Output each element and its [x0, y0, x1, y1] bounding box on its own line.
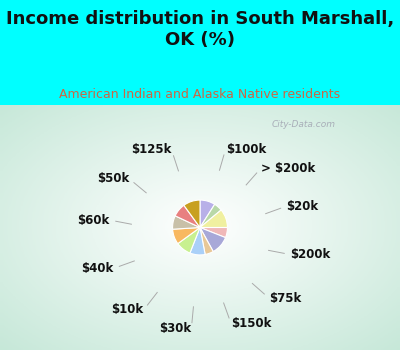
Wedge shape [190, 228, 205, 255]
Text: $200k: $200k [290, 248, 330, 261]
Wedge shape [200, 204, 221, 228]
Wedge shape [200, 210, 228, 228]
Text: $75k: $75k [269, 292, 301, 304]
Text: $60k: $60k [78, 214, 110, 226]
Wedge shape [178, 228, 200, 253]
Text: $20k: $20k [286, 200, 318, 213]
Wedge shape [200, 200, 215, 228]
Text: $10k: $10k [112, 303, 144, 316]
Wedge shape [175, 205, 200, 228]
Text: $100k: $100k [226, 142, 266, 155]
Wedge shape [200, 228, 228, 238]
Wedge shape [200, 228, 226, 252]
Text: $125k: $125k [131, 144, 172, 156]
Text: > $200k: > $200k [261, 162, 315, 175]
Wedge shape [184, 200, 200, 228]
Text: $50k: $50k [97, 172, 129, 185]
Text: American Indian and Alaska Native residents: American Indian and Alaska Native reside… [60, 88, 340, 101]
Wedge shape [172, 216, 200, 229]
Text: $150k: $150k [231, 317, 272, 330]
Text: City-Data.com: City-Data.com [272, 120, 336, 129]
Text: Income distribution in South Marshall,
OK (%): Income distribution in South Marshall, O… [6, 10, 394, 49]
Wedge shape [173, 228, 200, 244]
Text: $40k: $40k [81, 262, 114, 275]
Text: $30k: $30k [159, 322, 191, 335]
Wedge shape [200, 228, 213, 254]
